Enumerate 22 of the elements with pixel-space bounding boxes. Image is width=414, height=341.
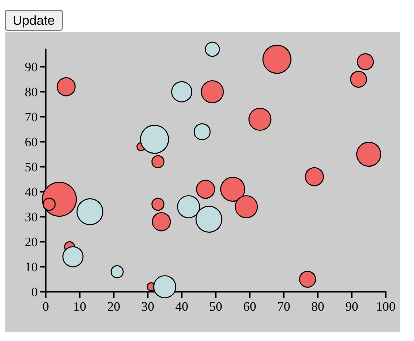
y-tick-label: 30 [25,210,38,224]
y-tick-label: 80 [25,84,38,100]
y-tick-label: 0 [32,284,38,300]
x-tick-label: 20 [108,299,120,314]
y-tick-label: 20 [25,234,38,250]
x-tick-label: 100 [376,299,396,314]
x-tick-label: 10 [74,299,86,314]
x-tick-label: 40 [176,299,188,314]
x-tick-label: 60 [244,299,256,314]
y-tick-label: 50 [25,160,38,174]
x-tick-label: 90 [346,299,358,314]
y-tick-label: 70 [25,110,38,124]
x-tick-label: 50 [210,299,222,314]
y-tick-label: 90 [25,60,38,74]
y-tick-label: 40 [25,184,38,200]
text: Update [5,10,63,31]
x-tick-label: 80 [312,299,324,314]
x-tick-label: 30 [142,299,154,314]
y-tick-label: 10 [25,260,38,274]
x-tick-label: 70 [278,299,290,314]
y-tick-label: 60 [25,134,38,150]
x-tick-label: 0 [42,299,50,314]
